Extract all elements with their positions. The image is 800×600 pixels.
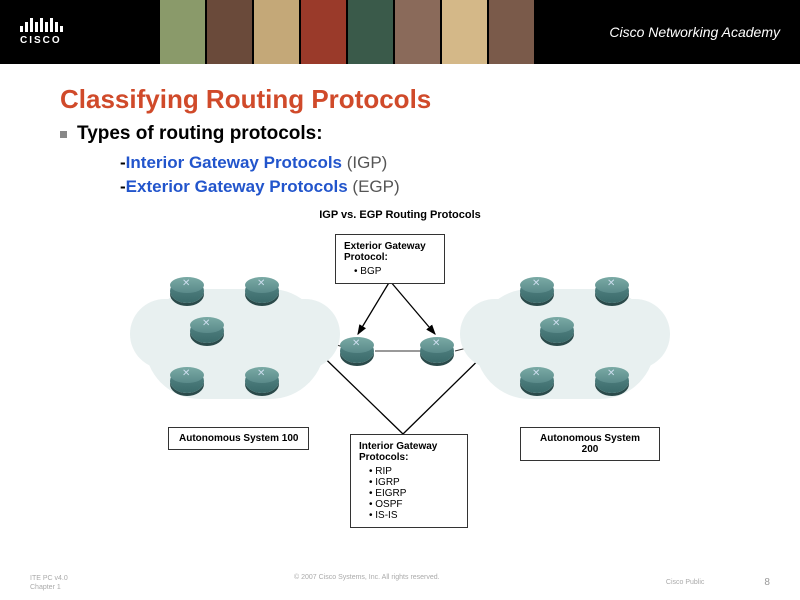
protocol-item: -Exterior Gateway Protocols (EGP) [120,177,740,197]
footer-copyright: © 2007 Cisco Systems, Inc. All rights re… [294,574,440,592]
bullet-square-icon [60,131,67,138]
subtitle-row: Types of routing protocols: [60,123,740,145]
router-icon [245,369,279,393]
footer-right: Cisco Public 8 [666,574,770,592]
router-icon [190,319,224,343]
router-icon [420,339,454,363]
header-bar: CISCO Cisco Networking Academy [0,0,800,64]
as-label: Autonomous System 200 [520,427,660,461]
router-icon [170,279,204,303]
footer: ITE PC v4.0 Chapter 1 © 2007 Cisco Syste… [0,574,800,592]
header-photo [254,0,299,64]
cisco-logo: CISCO [20,18,63,46]
subtitle-text: Types of routing protocols: [77,123,323,145]
igp-box: Interior Gateway Protocols:RIPIGRPEIGRPO… [350,434,468,528]
router-icon [595,279,629,303]
header-photo [207,0,252,64]
header-photo [442,0,487,64]
footer-public: Cisco Public [666,579,705,586]
logo-text: CISCO [20,35,63,46]
slide-content: Classifying Routing Protocols Types of r… [0,64,800,549]
header-photo [160,0,205,64]
page-number: 8 [764,577,770,588]
header-photo [395,0,440,64]
footer-left: ITE PC v4.0 Chapter 1 [30,574,68,592]
router-icon [595,369,629,393]
router-icon [520,279,554,303]
router-icon [245,279,279,303]
as-cloud [475,284,655,404]
footer-left1: ITE PC v4.0 [30,574,68,583]
network-diagram: IGP vs. EGP Routing Protocols Autonomous… [140,209,660,549]
router-icon [540,319,574,343]
egp-box: Exterior Gateway Protocol:BGP [335,234,445,284]
router-icon [340,339,374,363]
footer-left2: Chapter 1 [30,583,68,592]
router-icon [170,369,204,393]
header-photo [301,0,346,64]
header-photo [489,0,534,64]
slide-title: Classifying Routing Protocols [60,84,740,115]
as-label: Autonomous System 100 [168,427,309,450]
header-photo [348,0,393,64]
diagram-title: IGP vs. EGP Routing Protocols [140,209,660,221]
header-photo-strip [160,0,534,64]
academy-text: Cisco Networking Academy [609,24,780,40]
protocol-item: -Interior Gateway Protocols (IGP) [120,153,740,173]
router-icon [520,369,554,393]
